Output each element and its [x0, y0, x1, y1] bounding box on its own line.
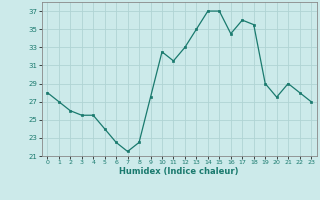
X-axis label: Humidex (Indice chaleur): Humidex (Indice chaleur) [119, 167, 239, 176]
